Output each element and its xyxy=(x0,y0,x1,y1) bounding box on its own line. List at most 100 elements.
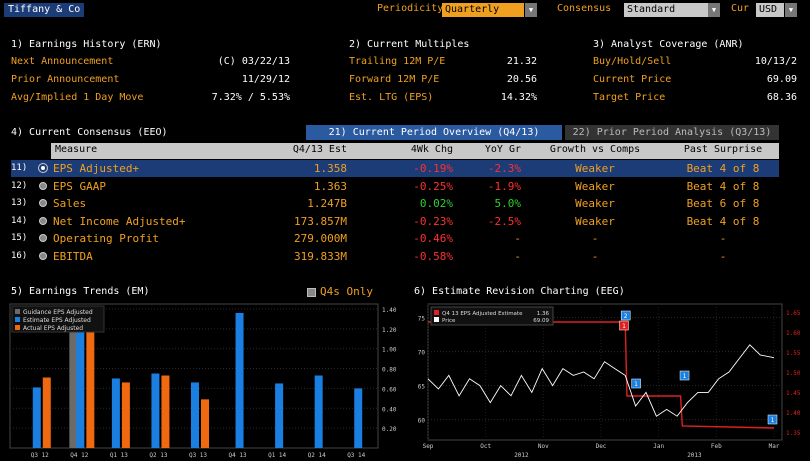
right-axis-tick: 1.55 xyxy=(786,350,801,357)
row-radio-button[interactable] xyxy=(39,234,47,243)
target-price-label: Target Price xyxy=(593,92,666,103)
measure-name: Sales xyxy=(53,197,87,211)
earnings-trends-title[interactable]: 5) Earnings Trends (EM) xyxy=(11,286,150,297)
estimate-value: 319.833M xyxy=(294,250,347,263)
measure-name: Operating Profit xyxy=(53,232,159,246)
analyst-coverage-title[interactable]: 3) Analyst Coverage (ANR) xyxy=(593,39,744,50)
chart-legend xyxy=(11,305,105,333)
past-surprise: Beat 4 of 8 xyxy=(686,162,760,175)
legend-label: Actual EPS Adjusted xyxy=(23,325,83,332)
consensus-label: Consensus xyxy=(557,3,612,14)
q4s-only-checkbox[interactable] xyxy=(307,288,316,297)
legend-label: Price xyxy=(442,318,456,324)
actual-bar xyxy=(86,308,95,448)
periodicity-label: Periodicity xyxy=(377,3,444,14)
tab-current-period-overview[interactable]: 21) Current Period Overview (Q4/13) xyxy=(306,125,562,140)
revision-marker-label: 1 xyxy=(622,323,626,330)
x-tick-label: Q4 12 xyxy=(70,452,88,459)
x-year-label: 2012 xyxy=(514,452,529,459)
col-past-surprise[interactable]: Past Surprise xyxy=(683,144,763,155)
row-radio-button[interactable] xyxy=(39,199,47,208)
row-radio-button[interactable] xyxy=(39,181,47,190)
col-measure[interactable]: Measure xyxy=(55,144,98,155)
growth-vs-comps: - xyxy=(591,250,599,263)
row-number: 13) xyxy=(11,198,28,209)
x-tick-label: Dec xyxy=(596,443,607,450)
x-tick-label: Oct xyxy=(480,443,491,450)
estimate-value: 1.247B xyxy=(307,197,347,211)
past-surprise: Beat 4 of 8 xyxy=(686,214,760,228)
row-radio-button[interactable] xyxy=(39,252,47,260)
yoy-growth: - xyxy=(514,250,521,263)
legend-swatch xyxy=(15,309,20,314)
x-tick-label: Q2 14 xyxy=(308,452,326,459)
earnings-history-title[interactable]: 1) Earnings History (ERN) xyxy=(11,39,162,50)
revision-marker xyxy=(767,414,778,425)
col-4wk-chg[interactable]: 4Wk Chg xyxy=(410,144,453,155)
yoy-growth: -1.9% xyxy=(487,179,521,193)
x-tick-label: Q2 13 xyxy=(149,452,167,459)
estimate-bar xyxy=(275,383,284,448)
revision-marker xyxy=(631,378,641,389)
x-tick-label: Q3 14 xyxy=(347,452,365,459)
tab-prior-period-analysis[interactable]: 22) Prior Period Analysis (Q3/13) xyxy=(565,125,779,140)
left-axis-tick: 60 xyxy=(418,418,426,425)
row-radio-button[interactable] xyxy=(39,216,47,225)
actual-bar xyxy=(42,377,51,448)
four-week-change: -0.23% xyxy=(413,214,453,228)
currency-chevron-down-icon[interactable]: ▼ xyxy=(785,3,797,17)
actual-bar xyxy=(121,382,130,448)
x-tick-label: Jan xyxy=(653,443,664,450)
periodicity-chevron-down-icon[interactable]: ▼ xyxy=(525,3,537,17)
row-number: 15) xyxy=(11,233,28,244)
currency-dropdown[interactable]: USD xyxy=(756,3,784,17)
measure-name: EBITDA xyxy=(53,250,93,263)
estimate-bar xyxy=(354,388,363,448)
estimate-bar xyxy=(111,378,120,448)
table-row[interactable]: 13) Sales 1.247B 0.02% 5.0% Weaker Beat 6 of 8 xyxy=(11,195,779,212)
consensus-dropdown[interactable]: Standard xyxy=(624,3,708,17)
prior-announcement-value: 11/29/12 xyxy=(241,74,290,85)
table-row[interactable]: 15) Operating Profit 279.000M -0.46% - - - xyxy=(11,230,779,247)
legend-value: 69.09 xyxy=(533,318,549,324)
company-name: Tiffany & Co xyxy=(4,3,85,17)
x-tick-label: Feb xyxy=(711,443,722,450)
table-row[interactable]: 12) EPS GAAP 1.363 -0.25% -1.9% Weaker Beat 4 … xyxy=(11,178,779,195)
yoy-growth: -2.3% xyxy=(487,162,521,175)
periodicity-dropdown[interactable]: Quarterly xyxy=(442,3,524,17)
consensus-chevron-down-icon[interactable]: ▼ xyxy=(708,3,720,17)
right-axis-tick: 1.40 xyxy=(786,410,801,417)
y-tick-label: 0.40 xyxy=(382,406,397,413)
past-surprise: Beat 4 of 8 xyxy=(686,179,760,193)
right-axis-tick: 1.50 xyxy=(786,370,801,377)
next-announcement-value: (C) 03/22/13 xyxy=(217,56,290,67)
four-week-change: -0.25% xyxy=(413,179,453,193)
current-consensus-title[interactable]: 4) Current Consensus (EEO) xyxy=(11,127,168,138)
four-week-change: -0.19% xyxy=(413,162,453,175)
col-yoy-gr[interactable]: YoY Gr xyxy=(484,144,521,155)
estimate-revision-title[interactable]: 6) Estimate Revision Charting (EEG) xyxy=(414,286,625,297)
legend-label: Guidance EPS Adjusted xyxy=(23,309,93,316)
estimate-value: 1.358 xyxy=(313,162,347,175)
growth-vs-comps: Weaker xyxy=(575,197,615,211)
row-radio-button[interactable] xyxy=(39,164,47,172)
col-growth-vs-comps[interactable]: Growth vs Comps xyxy=(549,144,641,155)
row-number: 11) xyxy=(11,163,28,173)
est-ltg-value: 14.32% xyxy=(500,92,537,103)
table-row[interactable]: 11) EPS Adjusted+ 1.358 -0.19% -2.3% Weaker Be… xyxy=(11,160,779,177)
right-axis-tick: 1.60 xyxy=(786,330,801,337)
guidance-bar xyxy=(69,308,78,448)
x-tick-label: Sep xyxy=(423,443,434,450)
y-tick-label: 1.40 xyxy=(382,307,397,314)
y-tick-label: 0.60 xyxy=(382,386,397,393)
trailing-pe-label: Trailing 12M P/E xyxy=(349,56,446,67)
table-row[interactable]: 14) Net Income Adjusted+ 173.857M -0.23% -2.… xyxy=(11,213,779,230)
left-axis-tick: 75 xyxy=(418,316,426,323)
col-est[interactable]: Q4/13 Est xyxy=(292,144,347,155)
current-price-label: Current Price xyxy=(593,74,672,85)
top-bar xyxy=(0,0,810,20)
table-row[interactable]: 16) EBITDA 319.833M -0.58% - - - xyxy=(11,248,779,265)
estimate-bar xyxy=(314,375,323,448)
current-multiples-title[interactable]: 2) Current Multiples xyxy=(349,39,470,50)
actual-bar xyxy=(161,375,170,448)
